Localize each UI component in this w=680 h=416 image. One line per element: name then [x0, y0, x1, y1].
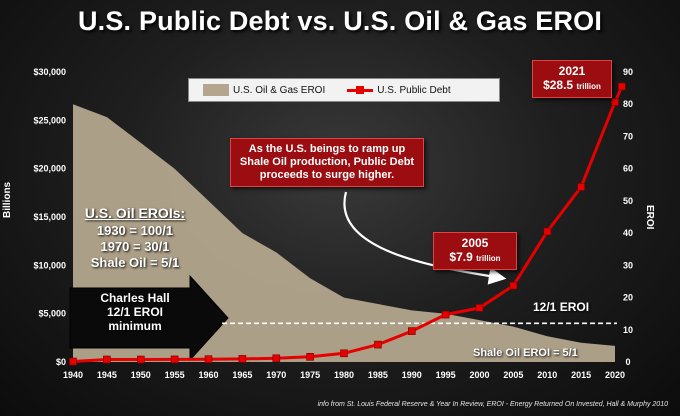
x-tick-label: 1990 [402, 370, 422, 380]
debt-point [306, 352, 314, 361]
y-left-tick-label: $20,000 [33, 164, 66, 174]
eroi-history-shale: Shale Oil = 5/1 [90, 255, 180, 270]
shale-eroi-label: Shale Oil EROI = 5/1 [473, 347, 578, 359]
y-right-tick-label: 40 [623, 228, 633, 238]
y-axis-right-title: EROI [644, 205, 655, 230]
charles-hall-label: Charles Hall 12/1 EROI minimum [72, 291, 198, 333]
debt-point [475, 304, 484, 312]
legend-label-eroi: U.S. Oil & Gas EROI [233, 84, 326, 96]
y-left-tick-label: $25,000 [33, 115, 66, 125]
debt-point [577, 183, 585, 191]
x-tick-label: 1985 [368, 370, 388, 380]
debt-point [617, 82, 626, 91]
eroi-history-1930: 1930 = 100/1 [96, 223, 174, 238]
x-tick-label: 1955 [165, 370, 185, 380]
source-note: info from St. Louis Federal Reserve & Ye… [317, 401, 668, 408]
charles-hall-line2: 12/1 EROI [106, 305, 164, 319]
callout-2021: 2021 $28.5 trillion [532, 60, 612, 98]
debt-point [103, 355, 111, 364]
x-tick-label: 1960 [198, 370, 218, 380]
debt-point [340, 349, 348, 358]
callout-2005-unit: trillion [476, 254, 501, 263]
x-tick-label: 1945 [97, 370, 117, 380]
x-tick-label: 1940 [63, 370, 83, 380]
charles-hall-line1: Charles Hall [100, 291, 170, 305]
debt-point [407, 327, 416, 335]
debt-point [611, 98, 619, 106]
y-right-tick-label: 0 [625, 357, 630, 367]
eroi-history-header: U.S. Oil EROIs: [84, 205, 186, 221]
x-tick-label: 1970 [266, 370, 286, 380]
y-right-tick-label: 20 [623, 293, 633, 303]
callout-2021-value-row: $28.5 trillion [535, 78, 609, 94]
callout-2021-value: $28.5 [543, 78, 574, 92]
reference-line-label: 12/1 EROI [533, 300, 590, 314]
y-right-tick-label: 10 [623, 325, 633, 335]
callout-2005-year: 2005 [461, 236, 489, 250]
y-left-tick-label: $0 [56, 357, 66, 367]
debt-point [137, 355, 145, 364]
debt-point [69, 357, 77, 366]
legend: U.S. Oil & Gas EROI U.S. Public Debt [188, 78, 500, 102]
x-tick-label: 1965 [232, 370, 252, 380]
callout-2005-value: $7.9 [449, 250, 473, 264]
callout-2005-value-row: $7.9 trillion [436, 250, 514, 266]
legend-label-debt: U.S. Public Debt [377, 84, 451, 96]
y-right-tick-label: 60 [623, 164, 633, 174]
legend-swatch-debt [347, 84, 374, 96]
debt-point [543, 227, 552, 236]
y-left-tick-label: $15,000 [33, 212, 66, 222]
debt-point [272, 354, 281, 363]
x-tick-label: 2015 [571, 370, 591, 380]
callout-shale-note: As the U.S. beings to ramp up Shale Oil … [230, 138, 424, 187]
charles-hall-line3: minimum [108, 319, 162, 333]
debt-line [72, 85, 624, 363]
legend-item-debt: U.S. Public Debt [347, 84, 451, 96]
chart-title: U.S. Public Debt vs. U.S. Oil & Gas EROI [77, 6, 603, 36]
x-tick-label: 2005 [503, 370, 523, 380]
debt-point [204, 355, 213, 364]
eroi-history-block: U.S. Oil EROIs: 1930 = 100/1 1970 = 30/1… [70, 205, 200, 271]
eroi-history-1970: 1970 = 30/1 [100, 239, 170, 254]
charles-hall-arrow [69, 274, 229, 362]
debt-point [509, 281, 518, 290]
debt-point [441, 310, 450, 319]
y-right-tick-label: 90 [623, 67, 633, 77]
y-axis-left-title: Billions [2, 181, 13, 218]
x-tick-label: 1950 [131, 370, 151, 380]
x-tick-label: 2020 [605, 370, 625, 380]
y-left-tick-label: $5,000 [38, 309, 66, 319]
callout-2021-year: 2021 [558, 64, 586, 78]
debt-point [170, 355, 179, 364]
y-left-tick-label: $30,000 [33, 67, 66, 77]
x-tick-label: 2000 [469, 370, 489, 380]
x-tick-label: 1995 [436, 370, 456, 380]
y-right-tick-label: 30 [623, 260, 633, 270]
x-tick-label: 1980 [334, 370, 354, 380]
x-tick-label: 2010 [537, 370, 557, 380]
y-left-tick-label: $10,000 [33, 260, 66, 270]
y-right-tick-label: 50 [623, 196, 633, 206]
x-tick-label: 1975 [300, 370, 320, 380]
y-right-tick-label: 80 [623, 99, 633, 109]
note-arrow [343, 191, 507, 285]
debt-point [374, 340, 382, 349]
callout-2021-unit: trillion [576, 82, 601, 91]
callout-2005: 2005 $7.9 trillion [433, 232, 517, 270]
legend-swatch-eroi [203, 84, 229, 96]
legend-item-eroi: U.S. Oil & Gas EROI [203, 84, 325, 96]
y-right-tick-label: 70 [623, 131, 633, 141]
debt-point [238, 355, 247, 363]
